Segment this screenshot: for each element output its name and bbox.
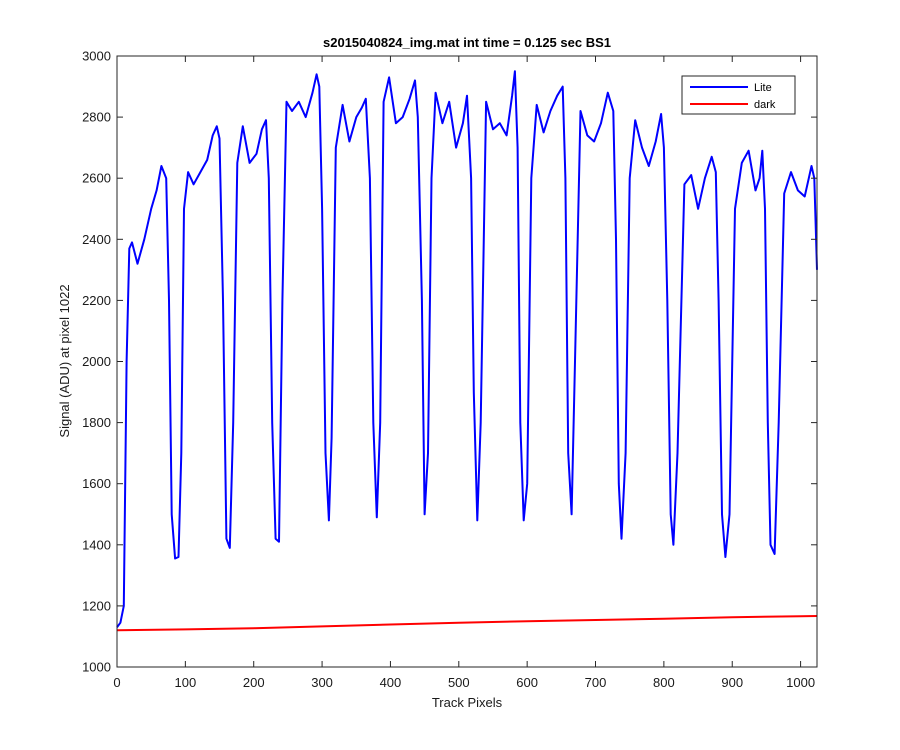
x-tick-label: 600 [516, 675, 538, 690]
y-tick-label: 3000 [82, 49, 111, 64]
legend: Lite dark [681, 75, 796, 115]
y-tick-label: 1400 [82, 537, 111, 552]
x-tick-label: 400 [380, 675, 402, 690]
x-tick-label: 1000 [786, 675, 815, 690]
y-tick-label: 2400 [82, 232, 111, 247]
x-tick-label: 100 [175, 675, 197, 690]
x-tick-label: 200 [243, 675, 265, 690]
x-tick-label: 700 [585, 675, 607, 690]
y-tick-label: 1000 [82, 660, 111, 675]
y-axis: 1000 1200 1400 1600 1800 2000 2200 2400 2600 2800… [82, 49, 817, 675]
plot-background [117, 56, 817, 667]
y-tick-label: 1800 [82, 415, 111, 430]
x-axis: 0 100 200 300 400 500 600 700 800 900 1000 [113, 56, 815, 690]
y-tick-label: 2200 [82, 293, 111, 308]
y-axis-label: Signal (ADU) at pixel 1022 [57, 284, 72, 437]
legend-label-dark: dark [754, 99, 776, 111]
x-tick-label: 900 [721, 675, 743, 690]
y-tick-label: 2000 [82, 354, 111, 369]
x-axis-label: Track Pixels [432, 695, 503, 710]
legend-label-lite: Lite [754, 82, 772, 94]
x-tick-label: 300 [311, 675, 333, 690]
x-tick-label: 500 [448, 675, 470, 690]
plot-area [116, 55, 818, 668]
y-tick-label: 1200 [82, 598, 111, 613]
y-tick-label: 2800 [82, 110, 111, 125]
x-tick-label: 800 [653, 675, 675, 690]
y-tick-label: 1600 [82, 476, 111, 491]
legend-box [681, 75, 796, 115]
series-line-dark [116, 615, 818, 632]
x-tick-label: 0 [113, 675, 120, 690]
chart-title: s2015040824_img.mat int time = 0.125 sec… [323, 35, 611, 50]
y-tick-label: 2600 [82, 171, 111, 186]
series-line-lite [116, 70, 818, 628]
